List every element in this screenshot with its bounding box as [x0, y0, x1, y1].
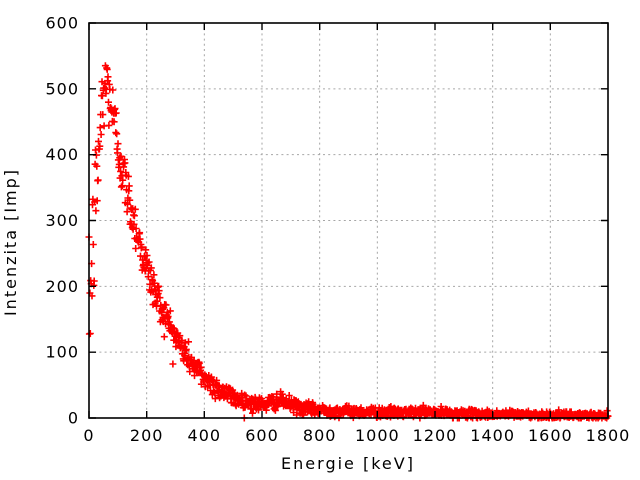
- x-tick-label: 400: [188, 426, 222, 445]
- x-tick-label: 1400: [470, 426, 515, 445]
- axes-frame: [88, 22, 609, 419]
- x-tick-label: 1000: [355, 426, 400, 445]
- tick-marks: [88, 22, 609, 419]
- x-tick-label: 1600: [528, 426, 573, 445]
- x-tick-label: 800: [303, 426, 337, 445]
- y-tick-label: 500: [45, 79, 79, 98]
- y-axis-title: Intenzita [Imp]: [1, 168, 20, 316]
- x-tick-label: 200: [130, 426, 164, 445]
- y-tick-label: 200: [45, 277, 79, 296]
- y-tick-label: 100: [45, 343, 79, 362]
- y-tick-label: 600: [45, 14, 79, 33]
- tick-labels: 0 100 200 300 400 500 600 0 200 400 600 800 1000 1200…: [45, 14, 631, 446]
- x-tick-label: 1800: [586, 426, 631, 445]
- grid-lines: [89, 23, 608, 418]
- x-tick-label: 600: [245, 426, 279, 445]
- y-tick-label: 400: [45, 145, 79, 164]
- x-tick-label: 0: [83, 426, 94, 445]
- x-tick-label: 1200: [413, 426, 458, 445]
- y-tick-label: 0: [68, 409, 79, 428]
- y-tick-label: 300: [45, 211, 79, 230]
- x-axis-title: Energie [keV]: [281, 454, 415, 473]
- data-points: [85, 62, 612, 422]
- plot-border: [88, 22, 609, 419]
- data-points-layer: [85, 62, 612, 422]
